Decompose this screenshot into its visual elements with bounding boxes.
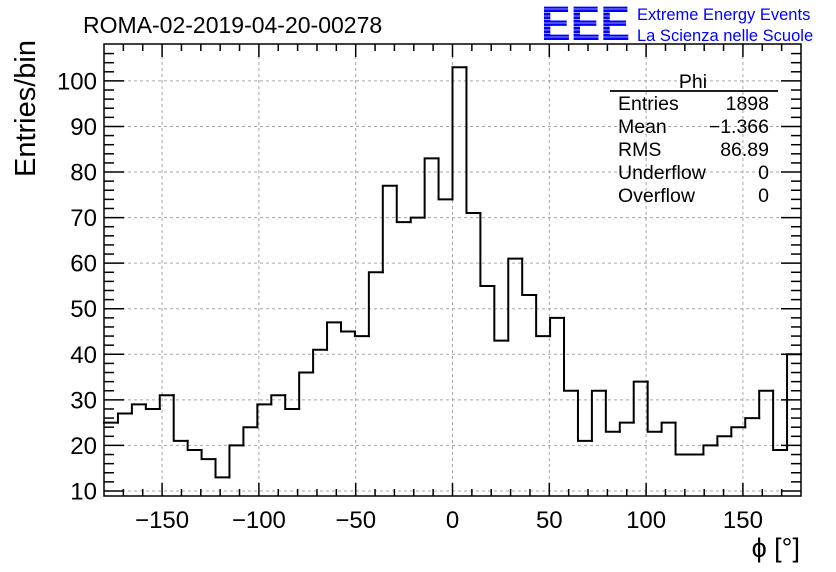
histogram-bin — [479, 212, 496, 287]
histogram-bin — [367, 271, 384, 338]
plot-title: ROMA-02-2019-04-20-00278 — [83, 12, 382, 38]
logo-mark: EEE — [541, 0, 630, 51]
histogram-bin — [200, 448, 217, 461]
y-tick-label: 20 — [70, 433, 97, 460]
histogram-bin — [158, 394, 175, 410]
histogram-bin — [116, 412, 133, 424]
histogram-bin — [493, 284, 510, 342]
logo-line-2: La Scienza nelle Scuole — [637, 27, 813, 45]
histogram-bin — [381, 184, 398, 274]
histogram-bin — [744, 417, 761, 429]
histogram-bin — [326, 321, 342, 351]
stats-value-entries: 1898 — [726, 93, 769, 115]
histogram-bin — [395, 184, 412, 224]
stats-value-rms: 86.89 — [720, 139, 769, 161]
stats-label-mean: Mean — [618, 116, 667, 138]
histogram-bin — [312, 348, 329, 374]
x-tick-label: 0 — [446, 507, 459, 534]
stats-box: Phi Entries 1898 Mean −1.366 RMS 86.89 U… — [610, 71, 778, 207]
eee-logo: EEE Extreme Energy Events La Scienza nel… — [539, 0, 813, 51]
histogram-bin — [298, 371, 315, 410]
histogram-bin — [549, 316, 566, 338]
histogram-bin — [144, 403, 161, 410]
histogram-bin — [521, 257, 538, 297]
axis-ticks — [104, 44, 801, 496]
histogram-bin — [130, 403, 147, 415]
histogram-bin — [270, 394, 287, 406]
histogram-bin — [423, 157, 440, 219]
y-tick-label: 30 — [70, 387, 97, 414]
histogram-bin — [437, 157, 454, 201]
tick-labels: −150 −100 −50 0 50 100 150 10 20 30 40 50 60 70 80 90 10… — [57, 68, 763, 534]
histogram-bin — [618, 421, 635, 433]
x-tick-label: 50 — [536, 507, 563, 534]
histogram-bin — [772, 389, 789, 451]
histogram-bin — [563, 316, 579, 392]
x-tick-label: 150 — [723, 507, 763, 534]
histogram-bin — [214, 458, 231, 479]
y-tick-label: 80 — [70, 160, 97, 187]
histogram-bin — [172, 394, 189, 442]
y-tick-label: 70 — [70, 205, 97, 232]
histogram-bin — [576, 389, 593, 442]
histogram-bin — [284, 394, 301, 410]
histogram-bin — [242, 426, 259, 447]
histogram-bin — [353, 330, 370, 338]
histogram-bin — [716, 435, 733, 447]
histogram-bin — [256, 403, 273, 429]
histogram-bin — [339, 321, 356, 333]
y-tick-label: 10 — [70, 478, 97, 505]
stats-value-mean: −1.366 — [709, 116, 769, 138]
histogram-bin — [702, 444, 719, 456]
x-tick-label: 100 — [626, 507, 666, 534]
histogram-bin — [590, 389, 607, 442]
histogram-bin — [758, 389, 775, 420]
histogram-bin — [465, 66, 482, 215]
stats-label-entries: Entries — [618, 93, 679, 115]
histogram-bin — [228, 444, 245, 479]
y-tick-label: 100 — [57, 68, 97, 95]
x-tick-label: −100 — [232, 507, 286, 534]
histogram-bin — [507, 257, 524, 342]
logo-stripes — [539, 8, 633, 41]
histogram-bin — [660, 421, 677, 433]
y-tick-label: 60 — [70, 251, 97, 278]
x-tick-label: −150 — [135, 507, 189, 534]
y-tick-label: 50 — [70, 296, 97, 323]
histogram-bin — [730, 426, 747, 438]
y-tick-label: 40 — [70, 342, 97, 369]
histogram-bin — [409, 216, 426, 224]
stats-value-underflow: 0 — [758, 162, 769, 184]
histogram-bin — [186, 439, 203, 451]
stats-label-underflow: Underflow — [618, 162, 707, 184]
histogram-bin — [535, 294, 552, 338]
y-axis-title: Entries/bin — [10, 40, 42, 177]
stats-value-overflow: 0 — [758, 185, 769, 207]
x-tick-label: −50 — [335, 507, 376, 534]
histogram-bin — [632, 380, 649, 424]
histogram-bin — [674, 421, 691, 456]
histogram-bin — [604, 389, 621, 433]
stats-label-overflow: Overflow — [618, 185, 696, 207]
stats-label-rms: RMS — [618, 139, 661, 161]
histogram-bin — [451, 66, 468, 201]
stats-title: Phi — [679, 71, 707, 93]
histogram-bin — [646, 380, 663, 433]
histogram-bins — [103, 66, 802, 479]
x-axis-title: ϕ [°] — [752, 533, 800, 563]
logo-line-1: Extreme Energy Events — [637, 6, 810, 24]
y-tick-label: 90 — [70, 114, 97, 141]
